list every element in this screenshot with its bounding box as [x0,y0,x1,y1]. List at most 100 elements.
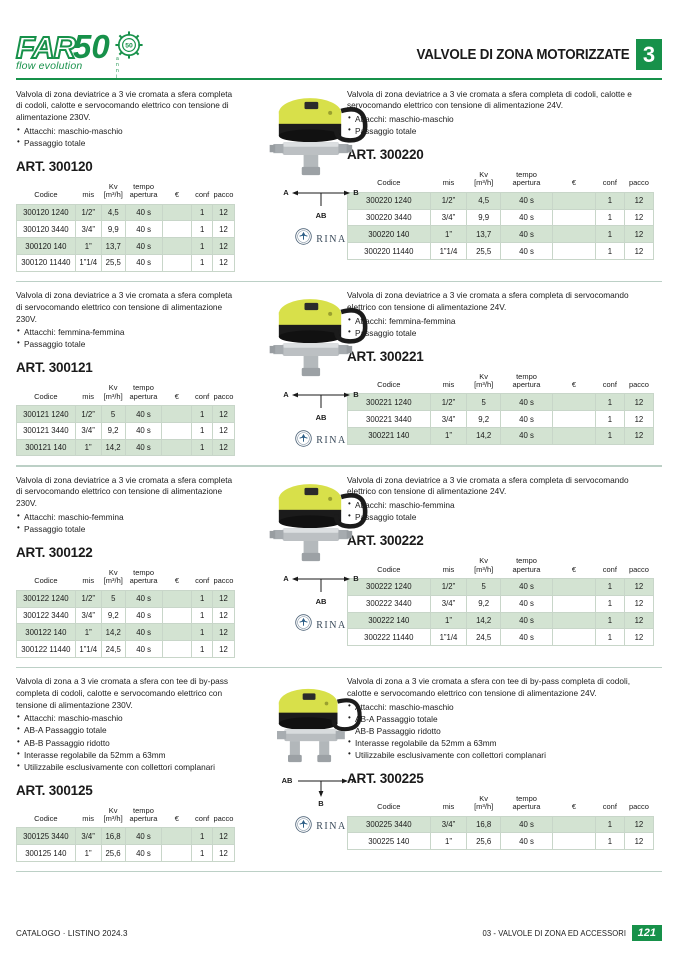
table-header-row: Codice mis Kv [m³/h] tempo apertura € conf… [347,555,654,579]
spec-table-left: Codice mis Kv [m³/h] tempo apertura € conf… [16,180,236,272]
article-code-right: ART. 300225 [347,770,424,786]
cell-pacco: 12 [211,438,236,457]
column-right: Valvola di zona deviatrice a 3 vie croma… [339,89,662,272]
cell-mis: 1” [74,623,102,642]
th-pacco: pacco [624,370,654,394]
table-row[interactable]: 300221 3440 3/4” 9,2 40 s 1 12 [347,410,655,428]
bullet-item: Attacchi: maschio-maschio [16,711,235,724]
cell-euro [552,832,596,851]
cell-euro [161,237,193,255]
cell-codice: 300222 11440 [347,628,431,647]
th-codice: Codice [347,370,431,394]
rina-certification: RINA [263,816,379,838]
th-codice: Codice [16,804,76,828]
rina-logo-icon [295,228,312,250]
cell-kv: 5 [466,578,501,596]
th-codice: Codice [16,180,76,205]
cell-tempo: 40 s [124,623,163,642]
table-row[interactable]: 300122 1240 1/2” 5 40 s 1 12 [16,589,236,608]
table-row[interactable]: 300120 3440 3/4” 9,9 40 s 1 12 [16,220,236,239]
svg-text:A: A [283,390,289,399]
table-row[interactable]: 300120 1240 1/2” 4,5 40 s 1 12 [16,203,236,222]
footer-catalog-label: CATALOGO · LISTINO 2024.3 [16,928,128,938]
th-mis: mis [430,370,467,394]
cell-kv: 16,8 [100,827,126,846]
spec-table-right: Codice mis Kv [m³/h] tempo apertura € conf… [347,792,655,851]
table-row[interactable]: 300225 140 1” 25,6 40 s 1 12 [347,832,655,851]
section-divider [16,280,662,282]
cell-kv: 14,2 [100,438,126,457]
table-row[interactable]: 300221 1240 1/2” 5 40 s 1 12 [347,393,655,412]
cell-conf: 1 [191,220,213,239]
article-code-right: ART. 300220 [347,147,424,163]
bullet-item: Passaggio totale [16,522,235,535]
table-row[interactable]: 300120 140 1” 13,7 40 s 1 12 [16,237,236,255]
svg-text:B: B [353,188,359,197]
valve-product-image [263,475,379,567]
svg-text:B: B [353,574,359,583]
cell-euro [161,589,193,608]
table-row[interactable]: 300222 3440 3/4” 9,2 40 s 1 12 [347,594,655,613]
feature-list: Attacchi: maschio-maschioAB-A Passaggio … [16,711,235,772]
bullet-item: Passaggio totale [347,326,654,339]
table-header-row: Codice mis Kv [m³/h] tempo apertura € conf… [347,169,654,193]
cell-conf: 1 [191,827,213,846]
table-row[interactable]: 300120 11440 1”1/4 25,5 40 s 1 12 [16,254,236,272]
cell-conf: 1 [191,438,213,457]
cell-pacco: 12 [211,844,236,862]
cell-pacco: 12 [623,611,655,630]
table-row[interactable]: 300121 3440 3/4” 9,2 40 s 1 12 [16,421,236,440]
cell-kv: 5 [466,393,501,412]
table-row[interactable]: 300220 140 1” 13,7 40 s 1 12 [347,225,655,244]
cell-mis: 1/2” [429,578,468,596]
table-row[interactable]: 300125 140 1” 25,6 40 s 1 12 [16,844,236,862]
th-pacco: pacco [212,382,235,406]
table-row[interactable]: 300225 3440 3/4” 16,8 40 s 1 12 [347,815,655,834]
table-row[interactable]: 300220 11440 1”1/4 25,5 40 s 1 12 [347,242,655,260]
cell-mis: 1” [429,426,468,445]
product-description-left: Valvola di zona a 3 vie cromata a sfera … [16,676,235,772]
cell-pacco: 12 [211,254,236,272]
table-row[interactable]: 300220 1240 1/2” 4,5 40 s 1 12 [347,191,655,210]
table-row[interactable]: 300121 140 1” 14,2 40 s 1 12 [16,438,236,457]
product-description-left: Valvola di zona deviatrice a 3 vie croma… [16,89,235,149]
cell-kv: 9,9 [466,208,501,227]
article-code-left: ART. 300122 [16,545,93,561]
column-left: Valvola di zona deviatrice a 3 vie croma… [16,89,339,272]
table-row[interactable]: 300122 11440 1”1/4 24,5 40 s 1 12 [16,640,236,658]
table-row[interactable]: 300122 140 1” 14,2 40 s 1 12 [16,623,236,642]
cell-codice: 300221 3440 [347,410,431,428]
cell-mis: 1” [74,237,102,255]
table-row[interactable]: 300221 140 1” 14,2 40 s 1 12 [347,426,655,445]
cell-conf: 1 [594,225,625,244]
table-row[interactable]: 300125 3440 3/4” 16,8 40 s 1 12 [16,827,236,846]
svg-text:A: A [283,188,289,197]
rina-certification: RINA [263,228,379,250]
table-row[interactable]: 300122 3440 3/4” 9,2 40 s 1 12 [16,606,236,625]
table-row[interactable]: 300222 11440 1”1/4 24,5 40 s 1 12 [347,628,655,647]
bullet-item: Attacchi: femmina-femmina [16,325,235,338]
cell-tempo: 40 s [499,410,554,428]
cell-kv: 14,2 [466,611,501,630]
article-code-left: ART. 300125 [16,782,93,798]
center-graphics: A B AB RINA [263,89,379,251]
cell-pacco: 12 [211,640,236,658]
cell-mis: 1” [74,438,102,457]
cell-tempo: 40 s [124,844,163,862]
description-text: Valvola di zona deviatrice a 3 vie croma… [347,289,629,312]
spec-table-left: Codice mis Kv [m³/h] tempo apertura € conf… [16,382,236,457]
cell-pacco: 12 [623,578,655,596]
table-row[interactable]: 300121 1240 1/2” 5 40 s 1 12 [16,405,236,423]
bullet-item: Passaggio totale [16,337,235,350]
cell-kv: 13,7 [466,225,501,244]
table-row[interactable]: 300222 140 1” 14,2 40 s 1 12 [347,611,655,630]
table-row[interactable]: 300222 1240 1/2” 5 40 s 1 12 [347,578,655,596]
cell-pacco: 12 [211,827,236,846]
th-mis: mis [75,567,102,591]
rina-certification: RINA [263,429,379,452]
th-tempo-apertura: tempo apertura [500,370,553,394]
valve-product-image [263,676,379,768]
rina-label: RINA [316,435,347,447]
cell-mis: 1/2” [74,405,102,423]
table-row[interactable]: 300220 3440 3/4” 9,9 40 s 1 12 [347,208,655,227]
